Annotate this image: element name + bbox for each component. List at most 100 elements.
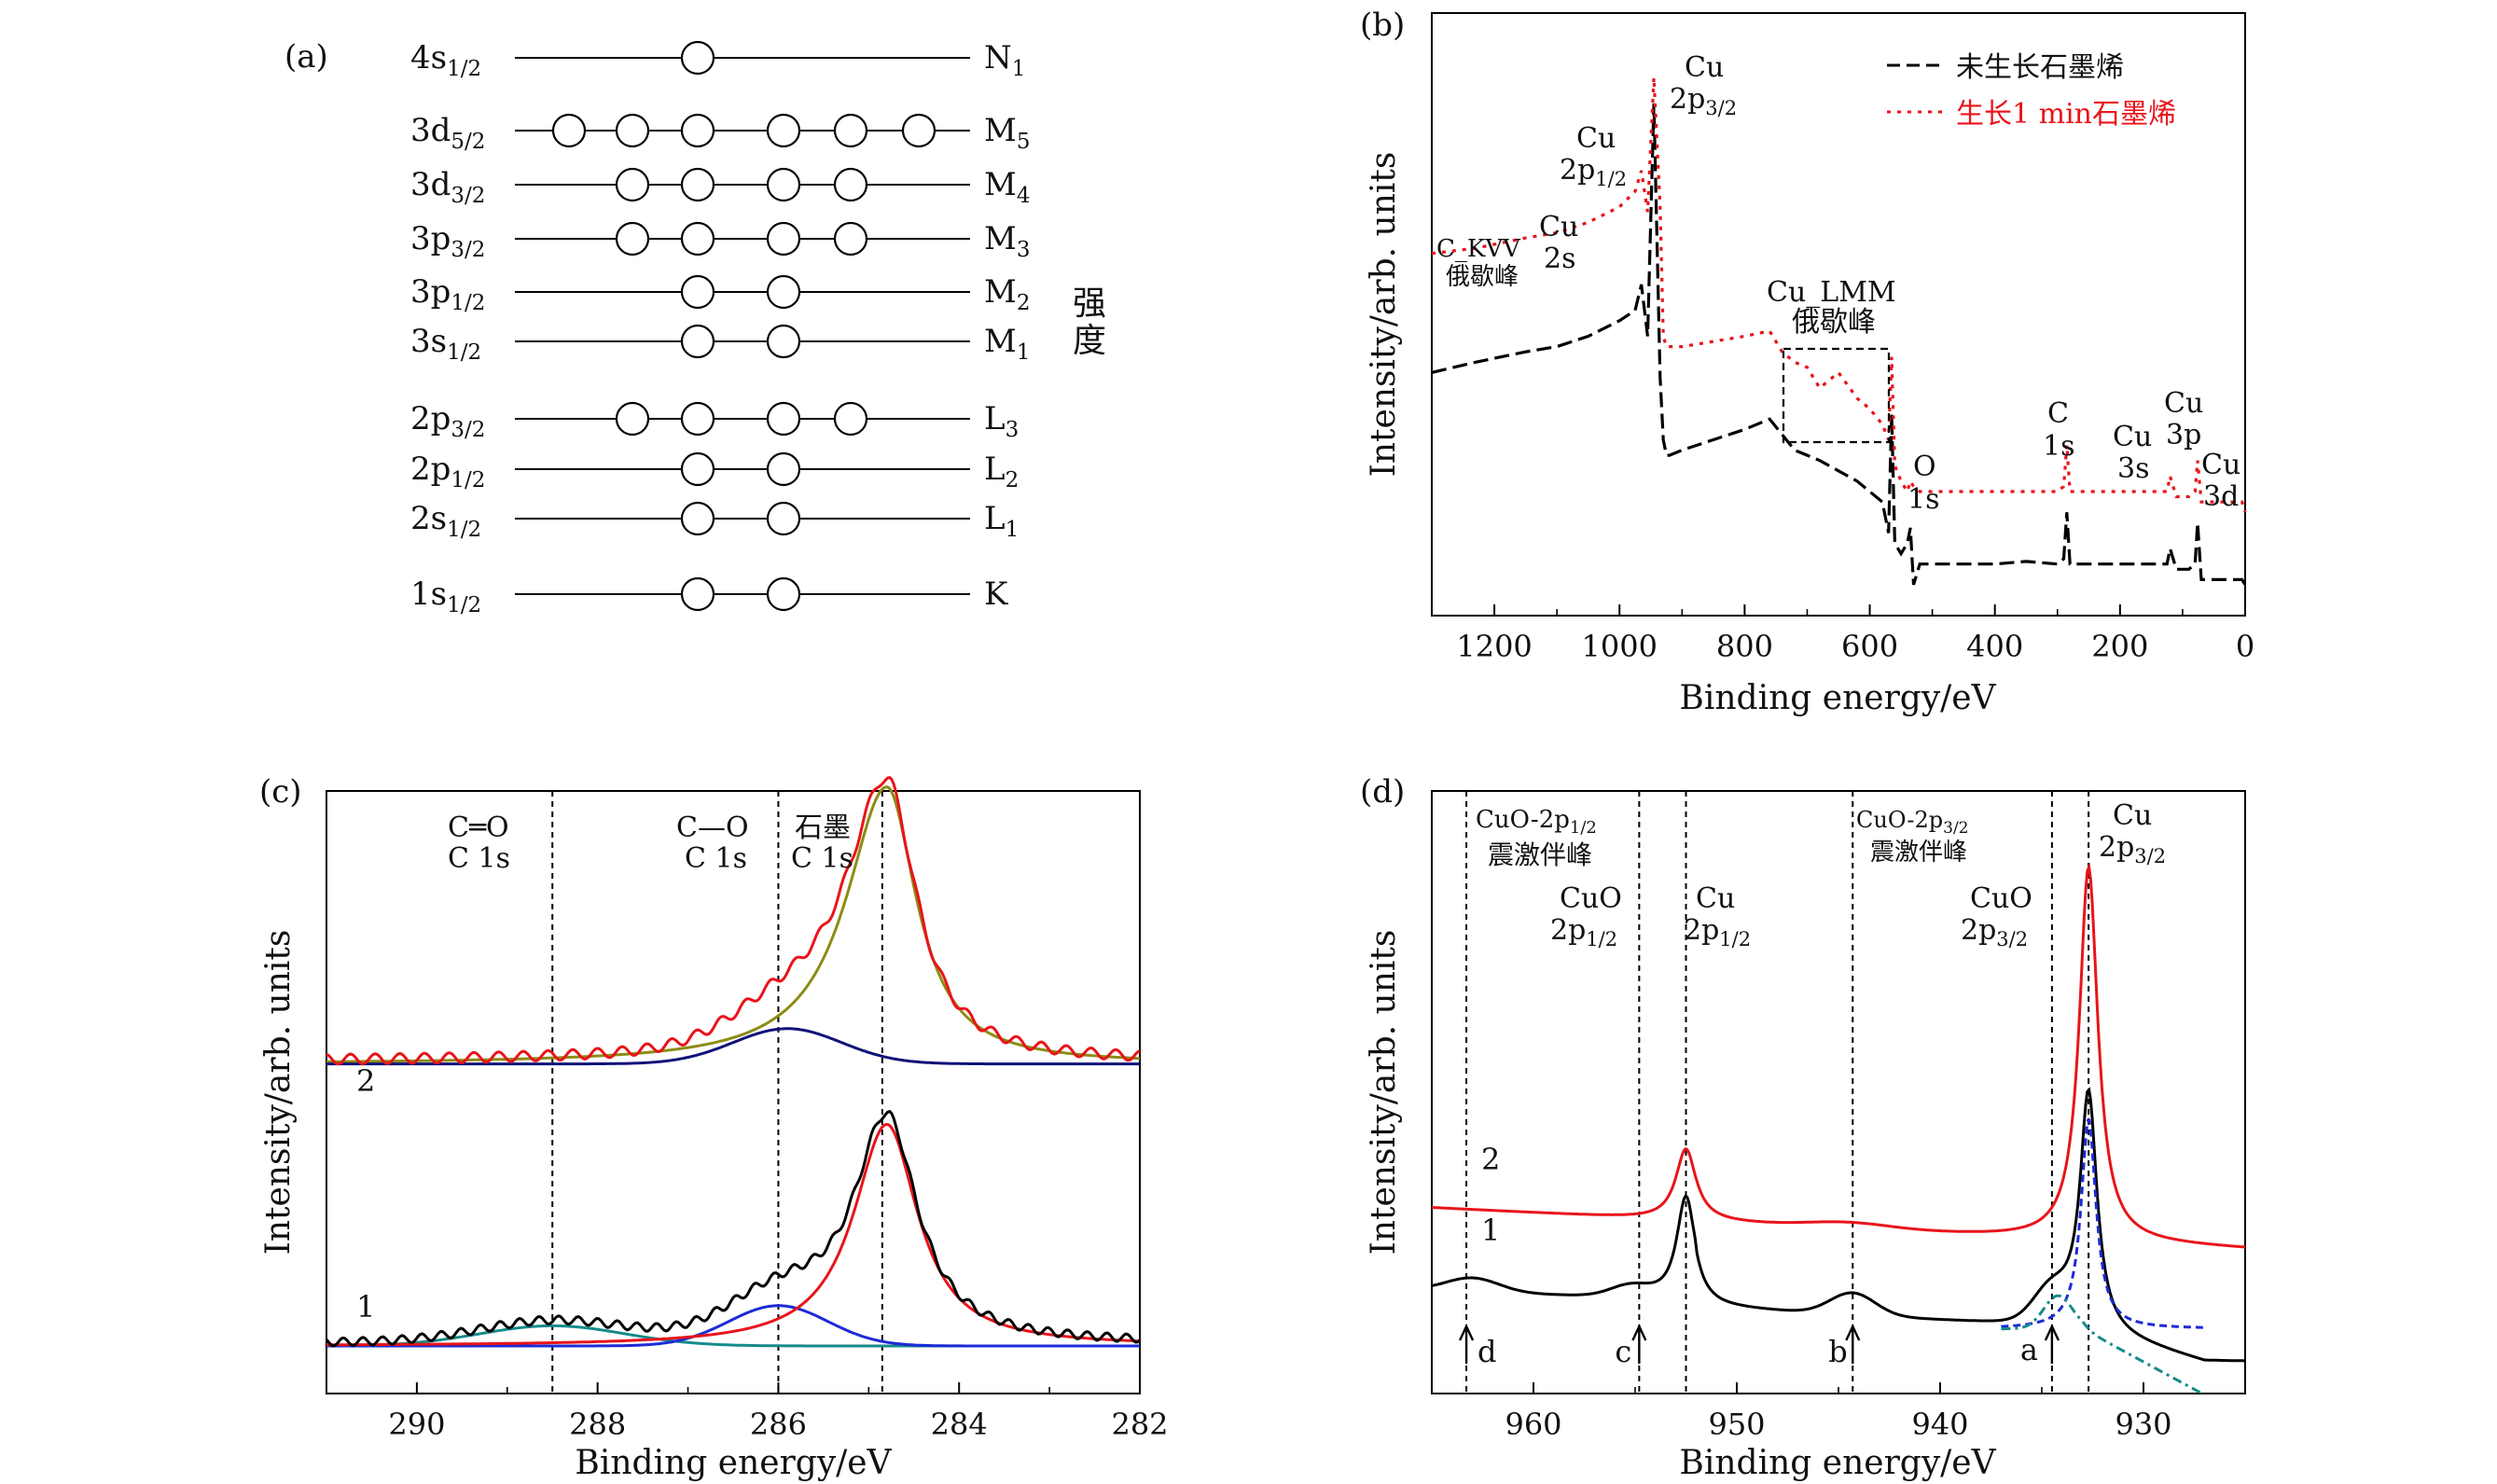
level-label: 2p3/2 [410,400,485,442]
curve-label-d-2: 2 [1481,1142,1500,1177]
x-tick-label: 940 [1911,1407,1968,1442]
electron [551,113,587,148]
d2-spectrum [1431,862,2246,1249]
panel-b: (b) 1200 1000 800 600 400 200 0 未生长石墨烯 生长1 min… [1360,7,2254,717]
electron [766,167,801,202]
annot-sat32-2: 震激伴峰 [1870,839,1967,867]
annot-codouble-1: C═O [448,811,509,844]
electron [680,221,715,257]
annot-o1s-2: 1s [1907,483,1939,516]
c1-co-fit [326,1304,1140,1348]
electron [766,113,801,148]
annot-cu12-2: 2p1/2 [1684,914,1751,950]
annot-cu3p-2: 3p [2166,419,2201,451]
electron [680,576,715,612]
level-label: 3d3/2 [410,166,485,208]
annot-cu32-2: 2p3/2 [2099,831,2166,867]
electron [680,451,715,487]
annot-cosingle-1: C—O [676,811,749,844]
arrow-head-a [2044,1324,2060,1341]
x-tick-label: 930 [2115,1407,2171,1442]
annot-graphite-1: 石墨 [795,811,851,844]
annot-graphite-2: C 1s [791,842,853,875]
plot-frame-b [1431,12,2246,617]
electron [766,221,801,257]
xlabel-b: Binding energy/eV [1679,679,1996,717]
x-tick-label: 950 [1708,1407,1765,1442]
level-label: 4s1/2 [410,39,481,81]
panel-d-label: (d) [1360,773,1405,811]
annot-cu12-1: Cu [1696,882,1735,915]
level-label: 2s1/2 [410,500,481,542]
electron [766,401,801,437]
annot-cuo32-2: 2p3/2 [1961,914,2028,950]
arrow-label-b: b [1828,1334,1847,1369]
panel-c-label: (c) [259,773,302,811]
x-tick-label: 288 [569,1407,626,1442]
x-tick-label: 800 [1716,629,1773,664]
electron [680,113,715,148]
xlabel-d: Binding energy/eV [1679,1444,1996,1482]
annot-lmm-1: Cu_LMM [1767,276,1896,309]
electron [901,113,936,148]
arrow-label-a: a [2020,1332,2038,1367]
electron [615,221,650,257]
electron [680,40,715,76]
panel-c: (c) 290 288 286 284 282 C═O C 1s C—O C 1s 石墨… [259,773,1169,1482]
annot-cu3s-1: Cu [2113,421,2152,453]
x-tick-label: 600 [1841,629,1898,664]
x-tick-label: 960 [1505,1407,1561,1442]
side-label-2: 度 [1073,322,1106,360]
shell-label: L3 [984,400,1019,442]
annot-ckvv-2: 俄歇峰 [1446,263,1519,291]
arrow-head-d [1458,1324,1475,1341]
shell-label: M5 [984,112,1030,154]
panel-d: (d) 960 950 940 930 d c b a CuO-2p1/2 震激伴峰 CuO… [1360,773,2246,1482]
c2-graphite-fit [326,785,1141,1063]
electron [833,221,868,257]
electron [766,451,801,487]
shell-label: M3 [984,220,1030,262]
c1-envelope [325,1109,1141,1348]
side-label-1: 强 [1073,284,1106,323]
shell-label: N1 [984,39,1025,81]
x-tick-label: 0 [2236,629,2254,664]
c2-co-fit [326,1027,1140,1066]
annot-cu3s-2: 3s [2117,452,2149,485]
annot-c1s-2: 1s [2043,430,2074,463]
annot-cu2p12-1: Cu [1576,122,1616,155]
x-tick-label: 282 [1111,1407,1168,1442]
annot-cu2p12-2: 2p1/2 [1560,154,1627,190]
shell-label: M2 [984,273,1030,315]
x-tick-label: 290 [388,1407,445,1442]
ylabel-c: Intensity/arb. units [259,930,298,1255]
legend-ungrown: 未生长石墨烯 [1956,51,2124,84]
ylabel-b: Intensity/arb. units [1365,152,1403,478]
c1-graphite-fit [326,1122,1141,1347]
x-tick-label: 1200 [1456,629,1532,664]
annot-cosingle-2: C 1s [685,842,747,875]
annot-c1s-1: C [2047,397,2069,430]
electron [680,324,715,359]
annot-sat12-1: CuO-2p1/2 [1476,806,1597,838]
lmm-box [1782,347,1891,444]
electron [766,324,801,359]
xlabel-c: Binding energy/eV [575,1444,892,1482]
level-label: 3p1/2 [410,273,485,315]
annot-o1s-1: O [1913,451,1936,483]
annot-cu3d-1: Cu [2201,449,2240,481]
panel-a: (a) 4s1/2 N1 3d5/2 M5 3d3/2 M4 3p3/2 M3 3p1/2 M2 3… [284,38,1106,617]
annot-cuo12-1: CuO [1560,882,1622,915]
shell-label: L2 [984,451,1019,492]
level-label: 3d5/2 [410,112,485,154]
annot-cu32-1: Cu [2113,799,2152,832]
electron [833,113,868,148]
electron [680,167,715,202]
annot-ckvv-1: C_KVV [1436,235,1521,263]
series-ungrown-line [1431,103,2247,586]
x-tick-label: 400 [1966,629,2023,664]
shell-label: K [984,576,1008,613]
electron [680,401,715,437]
panel-b-label: (b) [1360,7,1405,44]
